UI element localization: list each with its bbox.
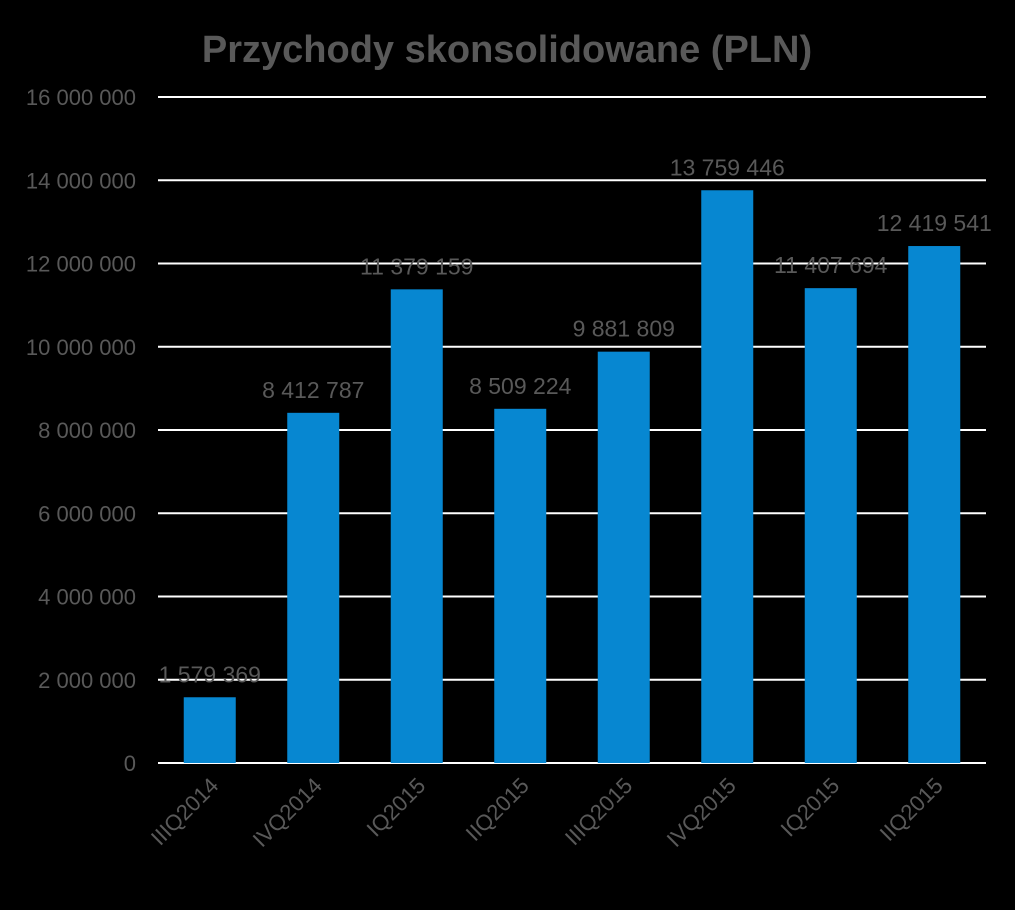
data-labels: 1 579 369 8 412 787 11 379 159 8 509 224 9 8… [159, 154, 992, 687]
data-label: 11 407 694 [774, 252, 888, 278]
bar [183, 697, 236, 763]
data-label: 12 419 541 [877, 210, 992, 236]
y-tick-label: 10 000 000 [26, 335, 136, 360]
bar [597, 351, 650, 763]
data-label: 9 881 809 [573, 316, 675, 342]
bar [701, 190, 754, 763]
data-label: 1 579 369 [159, 661, 261, 687]
bar [804, 288, 857, 763]
y-tick-label: 2 000 000 [38, 668, 136, 693]
bar [494, 408, 547, 763]
data-label: 13 759 446 [670, 154, 785, 180]
y-tick-label: 8 000 000 [38, 418, 136, 443]
data-label: 8 412 787 [262, 377, 364, 403]
y-tick-label: 4 000 000 [38, 585, 136, 610]
y-tick-label: 0 [124, 751, 136, 776]
data-label: 8 509 224 [469, 373, 572, 399]
y-tick-label: 6 000 000 [38, 501, 136, 526]
bar [390, 289, 443, 763]
bar [908, 246, 961, 763]
y-tick-label: 16 000 000 [26, 85, 136, 110]
data-label: 11 379 159 [360, 253, 473, 279]
y-tick-label: 12 000 000 [26, 252, 136, 277]
y-axis-tick-labels: 0 2 000 000 4 000 000 6 000 000 8 000 000 10 … [26, 85, 136, 776]
chart-title: Przychody skonsolidowane (PLN) [202, 29, 812, 71]
y-tick-label: 14 000 000 [26, 168, 136, 193]
bar [287, 412, 340, 763]
bars [183, 190, 961, 763]
